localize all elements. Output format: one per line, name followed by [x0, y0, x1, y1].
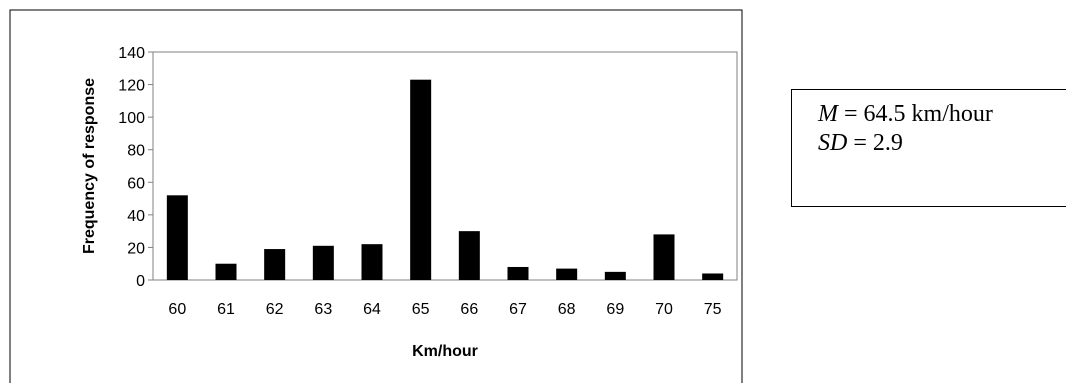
y-tick-label: 0: [136, 273, 145, 290]
bar-60: [166, 195, 188, 280]
bar-66: [458, 231, 480, 280]
x-tick-label: 68: [558, 301, 576, 318]
y-axis-label: Frequency of response: [81, 78, 98, 254]
mean-value: = 64.5 km/hour: [844, 101, 993, 127]
mean-label: M: [818, 101, 838, 127]
plot-frame: [152, 51, 738, 281]
sd-value: = 2.9: [853, 129, 903, 156]
figure-border: [9, 9, 743, 383]
x-tick-label: 70: [655, 301, 673, 318]
bar-70: [653, 234, 675, 280]
bar-65: [410, 79, 432, 280]
y-tick-label: 140: [118, 45, 145, 62]
y-tick-label: 100: [118, 110, 145, 127]
x-tick-label: 64: [363, 301, 381, 318]
bar-64: [361, 244, 383, 280]
bar-67: [507, 266, 529, 280]
mean-row: M = 64.5 km/hour: [818, 100, 1066, 129]
y-tick-label: 80: [127, 143, 145, 160]
bar-61: [215, 263, 237, 280]
x-axis: 60 61 62 63 64 65 66 67 68 69 70 75: [168, 301, 721, 318]
x-axis-label: Km/hour: [412, 343, 478, 360]
y-tick-label: 60: [127, 175, 145, 192]
bar-63: [312, 245, 334, 280]
sd-label: SD: [818, 129, 848, 156]
x-tick-label: 66: [460, 301, 478, 318]
bar-75: [702, 273, 724, 280]
x-tick-label: 65: [412, 301, 430, 318]
bar-68: [556, 268, 578, 280]
x-tick-label: 60: [168, 301, 186, 318]
x-tick-label: 67: [509, 301, 527, 318]
x-tick-label: 75: [704, 301, 722, 318]
bar-69: [604, 271, 626, 280]
stats-box: M = 64.5 km/hour SD = 2.9: [791, 89, 1066, 207]
x-tick-label: 63: [314, 301, 332, 318]
y-tick-label: 40: [127, 208, 145, 225]
sd-row: SD = 2.9: [818, 129, 1066, 158]
bars: [166, 79, 724, 280]
x-tick-label: 69: [606, 301, 624, 318]
y-tick-label: 120: [118, 78, 145, 95]
x-tick-label: 61: [217, 301, 235, 318]
x-tick-label: 62: [266, 301, 284, 318]
bar-62: [264, 249, 286, 280]
y-axis: 0 20 40 60 80 100 120 140: [118, 45, 153, 290]
y-tick-label: 20: [127, 240, 145, 257]
